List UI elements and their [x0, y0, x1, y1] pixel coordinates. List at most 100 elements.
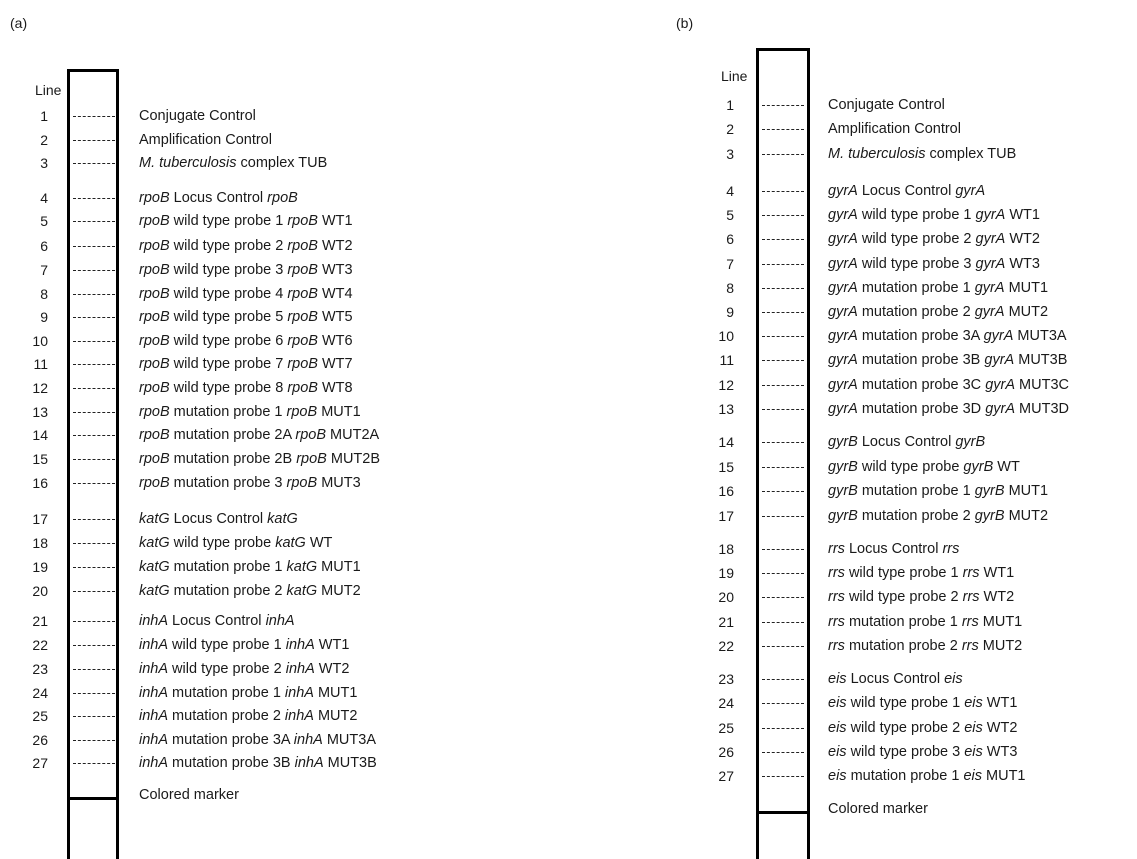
probe-label: rpoB wild type probe 1 rpoB WT1	[139, 213, 353, 229]
probe-band-line	[762, 312, 804, 313]
probe-band-line	[762, 467, 804, 468]
probe-label-italic-part: gyrA	[975, 256, 1006, 272]
line-number: 10	[32, 333, 48, 349]
line-number: 16	[32, 475, 48, 491]
probe-label: inhA mutation probe 2 inhA MUT2	[139, 708, 357, 724]
probe-label: rpoB mutation probe 3 rpoB MUT3	[139, 475, 361, 491]
panel-b-line-header: Line	[721, 68, 748, 84]
probe-label: inhA Locus Control inhA	[139, 613, 295, 629]
probe-label: rrs wild type probe 2 rrs WT2	[828, 589, 1014, 605]
probe-label-part: wild type probe 2	[846, 720, 965, 736]
probe-label-italic-part: gyrB	[955, 434, 986, 450]
probe-label-part: MUT1	[317, 404, 361, 420]
probe-label: gyrA wild type probe 2 gyrA WT2	[828, 231, 1040, 247]
panel-a-label: (a)	[10, 15, 28, 31]
probe-label-italic-part: inhA	[284, 685, 314, 701]
probe-label-part: mutation probe 2A	[169, 427, 296, 443]
probe-label: rpoB mutation probe 2A rpoB MUT2A	[139, 427, 379, 443]
line-number: 19	[718, 565, 734, 581]
probe-label-italic-part: eis	[828, 744, 847, 760]
probe-band-line	[762, 191, 804, 192]
probe-band-line	[73, 140, 115, 141]
probe-label-italic-part: eis	[828, 720, 847, 736]
probe-label-part: wild type probe 7	[169, 356, 288, 372]
probe-label-part: MUT2	[978, 638, 1023, 654]
probe-label-part: mutation probe 1	[857, 483, 975, 499]
line-number: 25	[718, 720, 734, 736]
probe-label-italic-part: rpoB	[139, 190, 170, 206]
probe-label-part: Locus Control	[857, 434, 956, 450]
panel-a-line-header: Line	[35, 82, 62, 98]
probe-label-italic-part: katG	[267, 511, 298, 527]
line-number: 6	[726, 231, 734, 247]
probe-label-italic-part: gyrA	[955, 183, 986, 199]
probe-label-italic-part: rpoB	[287, 286, 318, 302]
line-number: 9	[726, 304, 734, 320]
probe-band-line	[762, 264, 804, 265]
probe-label: gyrB mutation probe 2 gyrB MUT2	[828, 508, 1048, 524]
probe-label-part: Locus Control	[169, 190, 268, 206]
probe-label-part: wild type probe 2	[168, 661, 286, 677]
probe-label: eis wild type probe 1 eis WT1	[828, 695, 1017, 711]
probe-label-italic-part: rpoB	[139, 451, 170, 467]
probe-label-part: MUT3A	[1013, 328, 1067, 344]
probe-label-part: MUT2A	[326, 427, 380, 443]
probe-label-italic-part: inhA	[139, 613, 169, 629]
probe-label-part: MUT2	[317, 583, 361, 599]
probe-band-line	[762, 573, 804, 574]
probe-label-italic-part: katG	[286, 583, 318, 599]
probe-label-part: wild type probe 6	[169, 333, 288, 349]
probe-label: katG wild type probe katG WT	[139, 535, 332, 551]
probe-band-line	[73, 116, 115, 117]
probe-label-italic-part: gyrA	[974, 304, 1005, 320]
probe-label-italic-part: gyrB	[828, 483, 858, 499]
probe-label: rpoB mutation probe 1 rpoB MUT1	[139, 404, 361, 420]
probe-label-italic-part: rrs	[828, 638, 845, 654]
probe-band-line	[762, 129, 804, 130]
probe-label-part: wild type probe 4	[169, 286, 288, 302]
probe-label-italic-part: rpoB	[139, 238, 170, 254]
probe-label-italic-part: inhA	[285, 637, 315, 653]
probe-label-italic-part: rrs	[828, 614, 845, 630]
probe-label-part: wild type probe 1	[846, 695, 965, 711]
probe-label-part: WT1	[314, 637, 350, 653]
panel-b-label: (b)	[676, 15, 694, 31]
probe-label-part: WT2	[314, 661, 350, 677]
probe-band-line	[762, 442, 804, 443]
probe-label: Conjugate Control	[828, 97, 945, 113]
probe-label-italic-part: rpoB	[139, 356, 170, 372]
probe-label-part: WT8	[317, 380, 353, 396]
probe-label-part: complex TUB	[236, 155, 328, 171]
line-number: 18	[718, 541, 734, 557]
probe-label-italic-part: M. tuberculosis	[139, 155, 237, 171]
probe-label-italic-part: rrs	[961, 638, 979, 654]
probe-band-line	[73, 163, 115, 164]
probe-band-line	[73, 388, 115, 389]
line-number: 6	[40, 238, 48, 254]
line-number: 15	[32, 451, 48, 467]
probe-label: rrs wild type probe 1 rrs WT1	[828, 565, 1014, 581]
probe-band-line	[762, 549, 804, 550]
probe-label-part: WT4	[317, 286, 353, 302]
probe-label-italic-part: gyrA	[828, 352, 858, 368]
probe-label-part: mutation probe 3B	[857, 352, 985, 368]
probe-label-part: Amplification Control	[828, 121, 961, 137]
probe-label-italic-part: rpoB	[287, 262, 318, 278]
line-number: 1	[726, 97, 734, 113]
probe-label-italic-part: gyrA	[985, 401, 1016, 417]
probe-label-part: mutation probe 1	[857, 280, 975, 296]
probe-label-part: Locus Control	[844, 541, 943, 557]
probe-label-italic-part: eis	[964, 720, 983, 736]
probe-band-line	[762, 597, 804, 598]
probe-label: rpoB wild type probe 6 rpoB WT6	[139, 333, 353, 349]
probe-label: inhA wild type probe 1 inhA WT1	[139, 637, 349, 653]
line-number: 21	[718, 614, 734, 630]
panel-b-strip	[756, 48, 810, 859]
probe-label: katG mutation probe 1 katG MUT1	[139, 559, 361, 575]
probe-label-part: wild type probe 1	[168, 637, 286, 653]
panel-b-marker-line	[756, 811, 810, 814]
probe-band-line	[762, 646, 804, 647]
probe-band-line	[73, 669, 115, 670]
probe-band-line	[762, 385, 804, 386]
probe-label-italic-part: gyrA	[828, 328, 858, 344]
